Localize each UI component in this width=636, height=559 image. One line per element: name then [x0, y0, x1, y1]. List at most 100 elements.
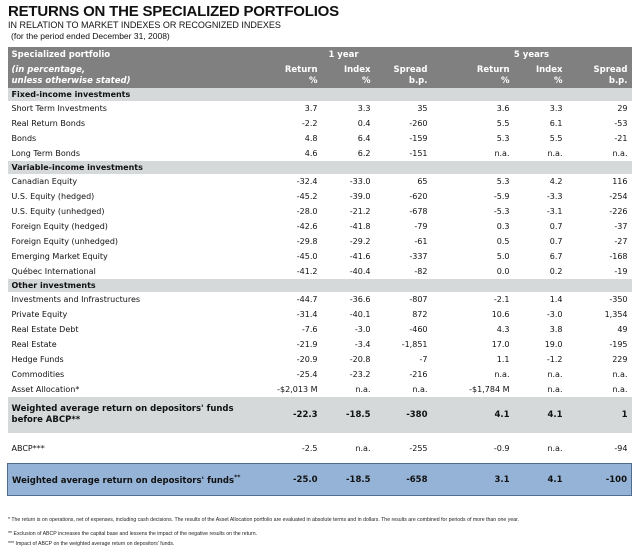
table-cell: -94 — [614, 443, 628, 453]
section-header: Fixed-income investments — [7, 88, 632, 101]
row-label: Asset Allocation* — [11, 385, 80, 394]
table-cell: -33.0 — [349, 177, 371, 186]
table-cell: 4.1 — [513, 397, 567, 433]
table-cell: -31.4 — [296, 310, 318, 319]
table-cell: 3.7 — [304, 104, 318, 113]
table-cell: n.a. — [412, 385, 428, 394]
table-cell: -168 — [609, 252, 628, 261]
table-cell: -42.6 — [296, 222, 318, 231]
table-cell: 1.4 — [549, 295, 563, 304]
row-label: ABCP*** — [11, 443, 45, 453]
table-cell: 4.2 — [549, 177, 563, 186]
row-label: U.S. Equity (hedged) — [11, 192, 95, 201]
table-cell: 6.1 — [549, 119, 563, 128]
table-cell: 4.8 — [304, 134, 318, 143]
table-cell: -20.8 — [349, 355, 371, 364]
table-cell: n.a. — [547, 370, 563, 379]
header-row-1: Specialized portfolio 1 year 5 years — [7, 47, 632, 63]
section-title: Fixed-income investments — [7, 88, 632, 101]
table-cell: -3.0 — [546, 310, 563, 319]
table-cell: -5.9 — [493, 192, 510, 201]
table-cell: 4.1 — [513, 463, 567, 496]
table-row: Foreign Equity (unhedged) -29.8 -29.2 -61 0.… — [8, 234, 632, 249]
table-cell: -23.2 — [349, 370, 371, 379]
table-cell: -337 — [409, 252, 428, 261]
header-index-1y: Index % — [321, 63, 375, 88]
table-row: Hedge Funds -20.9 -20.8 -7 1.1 -1.2 229 — [8, 352, 632, 367]
table-row: Real Estate Debt -7.6 -3.0 -460 4.3 3.8 49 — [8, 322, 632, 337]
table-cell: 116 — [612, 177, 628, 186]
weighted-before-abcp-row: Weighted average return on depositors' f… — [7, 397, 632, 433]
abcp-row: ABCP*** -2.5 n.a. -255 -0.9 n.a. -94 — [8, 437, 632, 459]
table-cell: -53 — [614, 119, 628, 128]
table-row: Bonds 4.8 6.4 -159 5.3 5.5 -21 — [8, 131, 632, 146]
table-cell: -$1,784 M — [469, 385, 510, 394]
table-cell: -28.0 — [296, 207, 318, 216]
table-row: Investments and Infrastructures -44.7 -36.… — [8, 292, 632, 307]
table-row: U.S. Equity (unhedged) -28.0 -21.2 -678 -5.3… — [8, 204, 632, 219]
row-label: Emerging Market Equity — [11, 252, 108, 261]
table-cell: 1.1 — [496, 355, 510, 364]
table-cell: -460 — [409, 325, 428, 334]
header-units-label: (in percentage, unless otherwise stated) — [7, 63, 256, 88]
row-label: Weighted average return on depositors' f… — [7, 397, 256, 433]
table-cell: -21.2 — [349, 207, 371, 216]
table-cell: -5.3 — [493, 207, 510, 216]
table-cell: -620 — [409, 192, 428, 201]
table-cell: -7 — [419, 355, 428, 364]
table-cell: 29 — [617, 104, 628, 113]
table-cell: 3.8 — [549, 325, 563, 334]
header-spread-5y: Spread b.p. — [566, 63, 632, 88]
table-cell: 6.2 — [357, 149, 371, 158]
table-cell: -1.2 — [546, 355, 563, 364]
group-header-5-years: 5 years — [431, 47, 632, 63]
table-cell: 4.1 — [431, 397, 514, 433]
row-label: Commodities — [11, 370, 65, 379]
table-cell: 4.3 — [496, 325, 510, 334]
table-cell: -18.5 — [321, 397, 375, 433]
row-label: Long Term Bonds — [11, 149, 81, 158]
table-cell: n.a. — [612, 149, 628, 158]
table-cell: 19.0 — [544, 340, 563, 349]
table-cell: -255 — [409, 443, 428, 453]
table-cell: 5.3 — [496, 134, 510, 143]
table-cell: 5.5 — [496, 119, 510, 128]
table-cell: -151 — [409, 149, 428, 158]
footnote-marker: ** — [234, 473, 241, 481]
table-cell: n.a. — [612, 370, 628, 379]
table-row: Foreign Equity (hedged) -42.6 -41.8 -79 0.3 0… — [8, 219, 632, 234]
table-cell: -21.9 — [296, 340, 318, 349]
footnote: * The return is on operations, net of ex… — [8, 517, 519, 523]
column-label-portfolio: Specialized portfolio — [7, 47, 256, 63]
table-cell: 3.3 — [549, 104, 563, 113]
table-cell: -2.5 — [301, 443, 318, 453]
table-cell: -61 — [414, 237, 428, 246]
table-cell: 65 — [417, 177, 428, 186]
table-cell: 0.0 — [496, 267, 510, 276]
footnote: ** Exclusion of ABCP increases the capit… — [8, 531, 258, 537]
table-cell: 4.6 — [304, 149, 318, 158]
row-label: U.S. Equity (unhedged) — [11, 207, 105, 216]
table-row: Canadian Equity -32.4 -33.0 65 5.3 4.2 116 — [8, 174, 632, 189]
table-cell: 3.1 — [431, 463, 514, 496]
table-cell: -36.6 — [349, 295, 371, 304]
table-cell: -658 — [374, 463, 432, 496]
row-label: Québec International — [11, 267, 96, 276]
row-label: Real Estate Debt — [11, 325, 79, 334]
table-cell: 5.0 — [496, 252, 510, 261]
section-title: Variable-income investments — [7, 161, 632, 174]
table-cell: -1,851 — [401, 340, 428, 349]
table-row: Short Term Investments 3.7 3.3 35 3.6 3.3 29 — [8, 101, 632, 116]
row-label: Short Term Investments — [11, 104, 107, 113]
table-cell: -27 — [614, 237, 628, 246]
table-cell: 6.7 — [549, 252, 563, 261]
table-cell: -40.1 — [349, 310, 371, 319]
table-cell: 6.4 — [357, 134, 371, 143]
table-cell: 0.7 — [549, 237, 563, 246]
table-cell: 10.6 — [491, 310, 510, 319]
table-cell: -40.4 — [349, 267, 371, 276]
table-cell: -3.4 — [354, 340, 371, 349]
table-row: U.S. Equity (hedged) -45.2 -39.0 -620 -5.9 -3… — [8, 189, 632, 204]
report-title: RETURNS ON THE SPECIALIZED PORTFOLIOS — [8, 3, 339, 20]
table-cell: -45.0 — [296, 252, 318, 261]
